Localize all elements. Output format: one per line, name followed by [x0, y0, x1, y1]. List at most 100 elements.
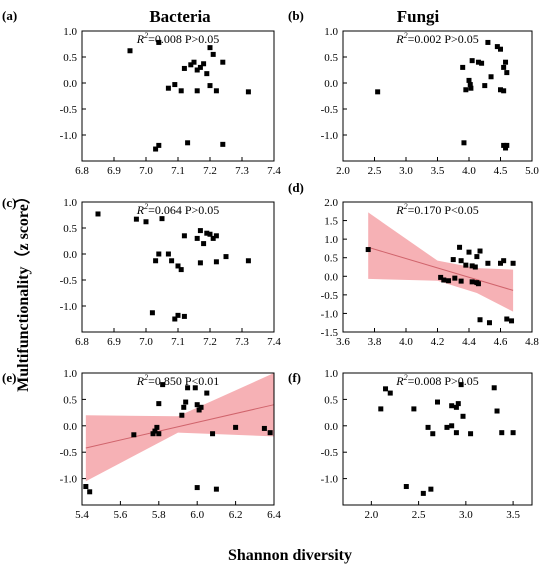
y-tick-label: 0.5 [324, 52, 338, 64]
data-point [197, 260, 203, 266]
y-tick-label: -0.5 [60, 275, 78, 287]
data-point [181, 233, 187, 239]
data-point [449, 403, 455, 409]
x-tick-label: 4.4 [462, 336, 476, 348]
x-tick-label: 4.2 [431, 336, 445, 348]
data-point [169, 258, 175, 264]
panel-b: 2.0 2.5 3.0 3.5 4.0 4.5 5.0 1.0 0.5 0.0 -0.5 -1.0 (b… [288, 8, 539, 177]
regression-line [368, 246, 514, 291]
y-tick-label: 1.0 [63, 197, 77, 209]
data-point [430, 431, 436, 437]
x-tick-label: 6.2 [229, 509, 243, 521]
data-point [501, 258, 507, 264]
data-point [460, 413, 466, 419]
data-point [453, 430, 459, 436]
data-point [477, 317, 483, 323]
confidence-band [368, 212, 514, 312]
data-point [233, 424, 239, 430]
data-point [486, 320, 492, 326]
y-tick-label: -0.5 [60, 447, 78, 459]
data-point [428, 486, 434, 492]
data-point [469, 279, 475, 285]
y-tick-label: 0.5 [324, 253, 338, 265]
data-point [185, 385, 191, 391]
panel-c: 6.8 6.9 7.0 7.1 7.2 7.3 7.4 1.0 0.5 0.0 -0.5 -1.0 (c… [2, 195, 281, 348]
stat-annotation: R2=0.008 P>0.05 [136, 31, 220, 46]
data-point [450, 257, 456, 263]
stat-annotation: R2=0.008 P>0.05 [395, 373, 479, 388]
y-tick-label: 0.0 [324, 421, 338, 433]
data-point [165, 251, 171, 257]
y-tick-label: 1.0 [63, 26, 77, 38]
data-point [474, 254, 480, 260]
data-point [245, 258, 251, 264]
y-tick-label: 0.5 [63, 223, 77, 235]
data-point [153, 146, 159, 152]
data-point [485, 260, 491, 266]
x-tick-label: 4.8 [525, 336, 539, 348]
data-point [197, 64, 203, 70]
y-tick-label: 0.0 [324, 78, 338, 90]
data-point [178, 267, 184, 273]
y-tick-label: -1.5 [321, 327, 339, 339]
x-tick-label: 6.9 [107, 336, 121, 348]
data-point [194, 88, 200, 94]
x-tick-label: 5.8 [152, 509, 166, 521]
data-point [204, 390, 210, 396]
data-point [204, 71, 210, 77]
data-point [207, 231, 213, 237]
data-point [446, 278, 452, 284]
data-point [460, 64, 466, 70]
data-point [488, 74, 494, 80]
x-tick-label: 7.2 [203, 336, 217, 348]
data-point [223, 254, 229, 260]
data-point [213, 486, 219, 492]
data-point [207, 83, 213, 89]
data-point [510, 430, 516, 436]
data-point [172, 316, 178, 322]
data-point [501, 88, 507, 94]
data-point [267, 430, 273, 436]
data-point [185, 140, 191, 146]
data-point [172, 82, 178, 88]
data-point [191, 59, 197, 65]
data-point [435, 399, 440, 405]
x-tick-label: 7.1 [171, 165, 185, 177]
x-tick-label: 7.4 [267, 336, 281, 348]
plot-frame [342, 372, 533, 506]
data-point [159, 216, 165, 222]
data-point [458, 382, 464, 388]
plot-frame [342, 30, 533, 162]
x-tick-label: 6.0 [190, 509, 204, 521]
data-point [499, 430, 505, 436]
y-tick-label: -0.5 [60, 104, 78, 116]
x-tick-label: 4.0 [399, 336, 413, 348]
y-tick-label: 0.0 [63, 78, 77, 90]
data-point [198, 404, 204, 410]
x-tick-label: 2.5 [412, 509, 426, 521]
y-tick-label: 0.5 [63, 52, 77, 64]
data-point [194, 235, 200, 241]
data-point [127, 48, 133, 54]
x-tick-label: 6.8 [75, 165, 89, 177]
data-point [213, 233, 219, 239]
data-point [509, 318, 515, 324]
data-point [87, 489, 93, 495]
data-point [482, 83, 488, 89]
y-tick-label: -0.5 [321, 447, 339, 459]
panels: 6.8 6.9 7.0 7.1 7.2 7.3 7.4 1.0 0.5 0.0 -0.5 -1.0 (a… [2, 8, 539, 521]
data-point [457, 244, 463, 250]
data-point [210, 51, 216, 57]
x-tick-label: 2.5 [368, 165, 382, 177]
data-point [245, 89, 251, 95]
data-point [504, 142, 510, 148]
data-point [403, 484, 409, 490]
x-tick-label: 4.6 [494, 336, 508, 348]
data-point [501, 142, 507, 148]
data-point [181, 313, 187, 319]
data-point [131, 432, 137, 438]
data-point [152, 428, 158, 434]
x-tick-label: 3.5 [506, 509, 520, 521]
x-tick-label: 7.2 [203, 165, 217, 177]
x-tick-label: 3.6 [336, 336, 350, 348]
